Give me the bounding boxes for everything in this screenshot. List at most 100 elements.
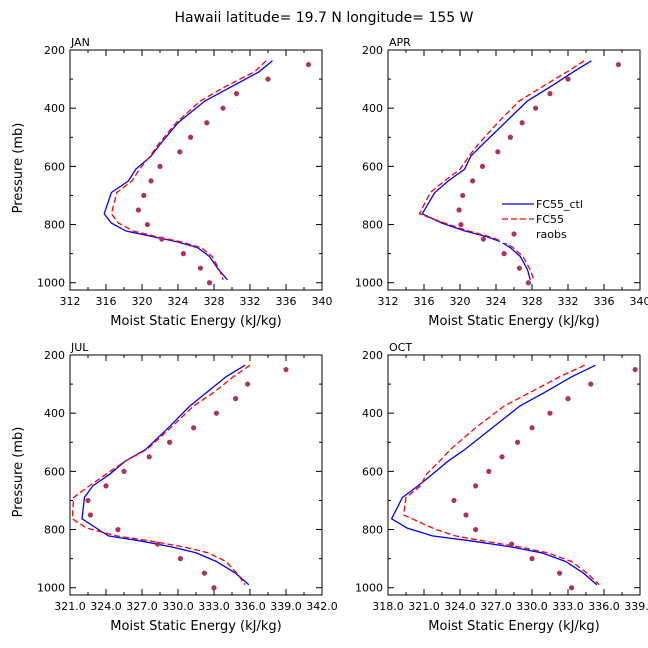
- raobs-point: [529, 425, 535, 431]
- x-tick-label: 336: [276, 295, 297, 308]
- x-tick-label: 342.0: [306, 600, 338, 613]
- x-tick-label: 327.0: [480, 600, 512, 613]
- raobs-point: [516, 265, 523, 271]
- raobs-point: [547, 91, 553, 97]
- y-tick-label: 800: [44, 219, 65, 232]
- raobs-point: [463, 512, 469, 518]
- y-tick-label: 1000: [355, 277, 383, 290]
- raobs-point: [157, 163, 163, 169]
- legend: FC55_ctl FC55 raobs: [500, 195, 583, 243]
- raobs-point: [233, 91, 240, 97]
- x-tick-label: 330.0: [162, 600, 194, 613]
- raobs-point: [141, 192, 147, 199]
- y-tick-label: 600: [44, 160, 65, 173]
- raobs-point: [451, 497, 457, 504]
- raobs-point: [529, 556, 535, 562]
- y-tick-label: 800: [362, 524, 383, 537]
- legend-label-fc55: FC55: [536, 213, 564, 226]
- raobs-point: [519, 120, 525, 126]
- y-tick-label: 600: [362, 465, 383, 478]
- x-tick-label: 316: [96, 295, 117, 308]
- raobs-point: [569, 585, 575, 591]
- raobs-point: [486, 468, 492, 474]
- x-tick-label: 318.0: [372, 600, 404, 613]
- panel-jan: JAN 200 400 600 800 1000 312 316 320 324 328 332 336…: [37, 36, 333, 329]
- raobs-point: [515, 439, 521, 445]
- x-tick-label: 336.0: [234, 600, 266, 613]
- raobs-point: [495, 149, 501, 155]
- raobs-point: [159, 236, 165, 242]
- raobs-point: [180, 251, 186, 257]
- x-tick-label: 321.0: [54, 600, 86, 613]
- raobs-point: [211, 585, 217, 591]
- raobs-point: [456, 207, 462, 213]
- raobs-point: [565, 396, 571, 402]
- y-axis-label-bottom: Pressure (mb): [11, 427, 26, 518]
- raobs-point: [499, 454, 505, 460]
- raobs-point: [148, 178, 154, 184]
- x-tick-label: 324.0: [444, 600, 476, 613]
- x-tick-label: 320: [450, 295, 471, 308]
- x-axis-label-jul: Moist Static Energy (kJ/kg): [110, 619, 281, 634]
- raobs-point: [557, 570, 563, 576]
- raobs-point: [547, 410, 553, 416]
- raobs-point: [480, 236, 486, 242]
- raobs-point: [115, 526, 121, 533]
- raobs-point: [501, 251, 507, 257]
- raobs-point: [177, 556, 183, 562]
- raobs-point: [197, 265, 204, 271]
- series-line-fc55: [402, 364, 600, 586]
- raobs-point: [473, 526, 479, 533]
- y-tick-label: 200: [362, 44, 383, 57]
- legend-label-fc55_ctl: FC55_ctl: [536, 198, 583, 211]
- y-tick-label: 600: [362, 160, 383, 173]
- raobs-point: [201, 570, 207, 576]
- plot-frame-jan: [69, 49, 323, 291]
- y-tick-label: 400: [44, 102, 65, 115]
- panel-title-oct: OCT: [389, 341, 412, 354]
- raobs-point: [191, 425, 197, 431]
- x-tick-label: 336: [594, 295, 615, 308]
- series-line-fc55_ctl: [81, 364, 250, 586]
- x-tick-label: 324: [486, 295, 507, 308]
- series-line-fc55: [418, 60, 585, 281]
- raobs-point: [135, 207, 141, 213]
- plot-frame-oct: [387, 354, 641, 596]
- raobs-point: [470, 178, 476, 184]
- x-tick-label: 328: [522, 295, 543, 308]
- y-tick-label: 400: [362, 407, 383, 420]
- raobs-point: [220, 105, 226, 111]
- raobs-point: [479, 163, 486, 169]
- raobs-point: [85, 497, 91, 504]
- x-tick-label: 333.0: [552, 600, 584, 613]
- y-tick-label: 400: [362, 102, 383, 115]
- x-tick-label: 332: [558, 295, 579, 308]
- x-tick-label: 320: [132, 295, 153, 308]
- x-tick-label: 324: [168, 295, 189, 308]
- x-tick-label: 332: [240, 295, 261, 308]
- x-tick-label: 339.0: [624, 600, 648, 613]
- plot-area-apr: [418, 60, 622, 286]
- raobs-point: [177, 149, 183, 155]
- x-tick-label: 330.0: [516, 600, 548, 613]
- raobs-point: [233, 396, 239, 402]
- figure-title: Hawaii latitude= 19.7 N longitude= 155 W: [175, 10, 474, 26]
- y-axis-label-top: Pressure (mb): [11, 123, 26, 214]
- x-tick-label: 333.0: [198, 600, 230, 613]
- raobs-point: [533, 105, 539, 111]
- y-tick-label: 200: [44, 349, 65, 362]
- raobs-point: [473, 483, 479, 489]
- raobs-point: [525, 280, 532, 286]
- panel-title-jan: JAN: [70, 36, 90, 49]
- y-tick-label: 1000: [37, 277, 65, 290]
- raobs-point: [87, 512, 93, 518]
- raobs-point: [565, 76, 571, 82]
- x-tick-label: 316: [414, 295, 435, 308]
- legend-label-raobs: raobs: [536, 228, 567, 241]
- x-axis-label-apr: Moist Static Energy (kJ/kg): [428, 314, 599, 329]
- series-line-fc55: [110, 60, 267, 281]
- panel-oct: OCT 200 400 600 800 1000 318.0 321.0 324.0 327.0 3…: [355, 341, 648, 634]
- x-tick-label: 312: [378, 295, 399, 308]
- raobs-point: [103, 483, 109, 489]
- panel-apr: APR 200 400 600 800 1000 312 316 320 324 328 332 336…: [355, 36, 648, 329]
